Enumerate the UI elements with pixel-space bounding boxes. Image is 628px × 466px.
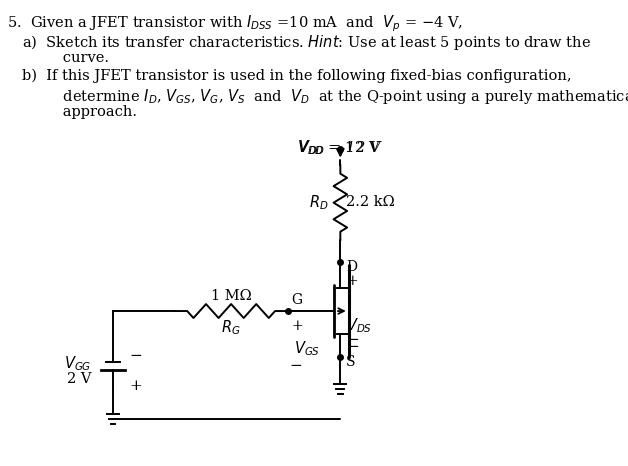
Text: $R_G$: $R_G$ xyxy=(221,318,241,337)
Text: curve.: curve. xyxy=(35,51,109,65)
Text: −: − xyxy=(347,333,359,347)
Text: −: − xyxy=(347,340,359,354)
Text: 2.2 kΩ: 2.2 kΩ xyxy=(347,195,395,209)
Text: −: − xyxy=(290,359,303,373)
Text: D: D xyxy=(347,260,357,274)
Text: b)  If this JFET transistor is used in the following fixed-bias configuration,: b) If this JFET transistor is used in th… xyxy=(23,69,572,83)
Text: S: S xyxy=(347,355,356,369)
Text: $V_{DS}$: $V_{DS}$ xyxy=(347,316,372,335)
Text: +: + xyxy=(291,319,303,333)
Text: −: − xyxy=(129,350,142,363)
Text: determine $I_D$, $V_{GS}$, $V_G$, $V_S$  and  $V_D$  at the Q-point using a pure: determine $I_D$, $V_{GS}$, $V_G$, $V_S$ … xyxy=(35,87,628,106)
Text: $V_{GS}$: $V_{GS}$ xyxy=(294,339,320,358)
Text: $V_{DD}$ = 12 V: $V_{DD}$ = 12 V xyxy=(297,138,381,157)
Text: $V_{DD}$ = 12 V: $V_{DD}$ = 12 V xyxy=(298,138,382,157)
Text: $V_{GG}$: $V_{GG}$ xyxy=(65,354,92,373)
Text: 1 MΩ: 1 MΩ xyxy=(211,289,251,303)
Text: G: G xyxy=(291,293,303,307)
Text: +: + xyxy=(347,274,358,288)
Text: a)  Sketch its transfer characteristics. $\it{Hint}$: Use at least 5 points to d: a) Sketch its transfer characteristics. … xyxy=(23,33,592,52)
Text: $R_D$: $R_D$ xyxy=(310,193,329,212)
Text: 5.  Given a JFET transistor with $I_{DSS}$ =10 mA  and  $V_p$ = −4 V,: 5. Given a JFET transistor with $I_{DSS}… xyxy=(8,14,463,34)
Text: +: + xyxy=(129,379,142,393)
Text: approach.: approach. xyxy=(35,105,138,119)
Text: 2 V: 2 V xyxy=(67,372,92,386)
